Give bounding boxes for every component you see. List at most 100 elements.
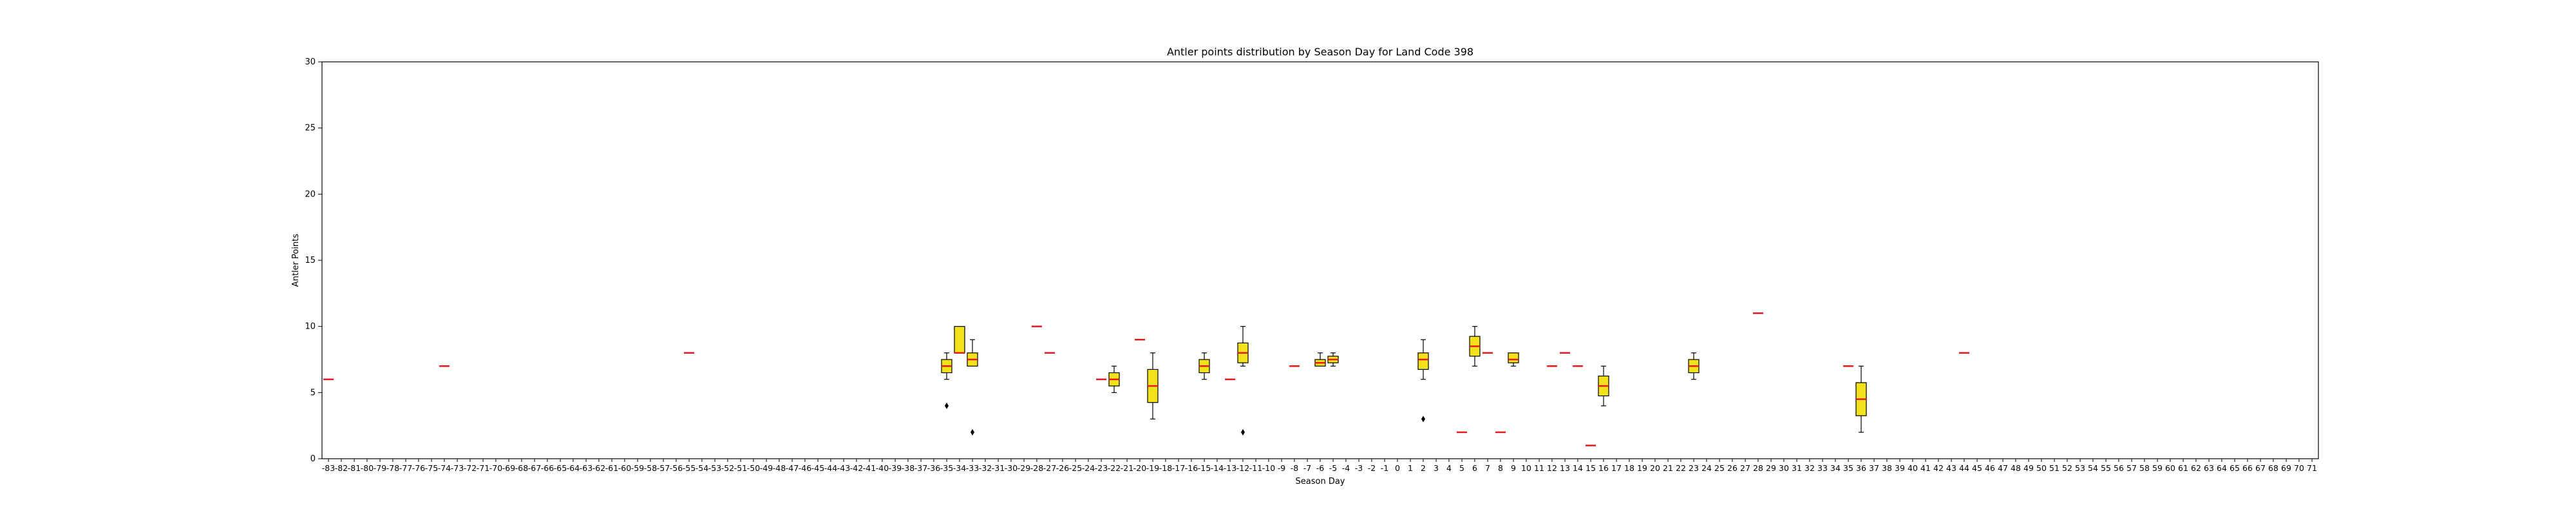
x-tick-label: 36 [1856,463,1866,473]
x-tick-label: 49 [2023,463,2034,473]
x-tick-label: 14 [1573,463,1583,473]
x-tick-label: 13 [1560,463,1570,473]
box-day-6 [1469,326,1481,367]
y-tick-label: 10 [305,322,316,332]
x-tick-label: 10 [1521,463,1531,473]
x-tick-label: -43 [837,463,850,473]
x-tick-label: -42 [850,463,863,473]
x-tick-label: -79 [374,463,386,473]
x-tick-label: -81 [348,463,361,473]
x-tick-label: -28 [1030,463,1043,473]
x-tick-label: 67 [2255,463,2266,473]
x-tick-label: 66 [2242,463,2253,473]
x-tick-label: -29 [1018,463,1030,473]
x-tick-label: 2 [1421,463,1426,473]
x-tick-label: 59 [2152,463,2163,473]
box-day--19 [1147,352,1159,420]
x-tick-label: -3 [1355,463,1363,473]
x-tick-label: -62 [592,463,605,473]
x-tick-label: -5 [1329,463,1337,473]
y-tick-label: 0 [310,454,316,464]
x-tick-label: -67 [528,463,541,473]
x-tick-label: -21 [1121,463,1133,473]
y-tick-label: 25 [305,124,316,133]
box-day--34 [954,326,965,354]
x-tick-label: -65 [554,463,567,473]
x-tick-label: 12 [1547,463,1557,473]
x-tick-label: 56 [2114,463,2124,473]
x-tick-label: 38 [1882,463,1892,473]
x-tick-label: -34 [953,463,966,473]
x-tick-label: 5 [1459,463,1464,473]
x-tick-label: 69 [2281,463,2291,473]
x-tick-label: -20 [1133,463,1146,473]
box-day--33 [967,339,978,436]
outlier-point [1421,416,1425,423]
x-axis-ticks: -83 -82 -81 -80 -79 -78 -77 -76 -75 -74 -73 -72 -71-… [322,459,2317,473]
x-tick-label: -75 [425,463,438,473]
x-tick-label: -82 [335,463,348,473]
x-tick-label: -10 [1262,463,1275,473]
x-tick-label: -57 [657,463,670,473]
x-tick-label: -36 [927,463,940,473]
box-day--5 [1327,352,1339,367]
x-tick-label: -37 [914,463,927,473]
x-tick-label: -12 [1236,463,1249,473]
x-tick-label: -22 [1108,463,1121,473]
x-tick-label: -8 [1291,463,1299,473]
x-tick-label: 3 [1434,463,1439,473]
x-tick-label: -74 [438,463,451,473]
x-tick-label: 42 [1933,463,1944,473]
x-tick-label: 52 [2062,463,2072,473]
x-tick-label: 34 [1830,463,1841,473]
x-tick-label: 16 [1598,463,1609,473]
x-tick-label: 57 [2126,463,2137,473]
x-tick-label: 22 [1676,463,1686,473]
x-tick-label: 70 [2294,463,2304,473]
x-tick-label: -70 [489,463,502,473]
x-tick-label: 47 [1998,463,2008,473]
outlier-point [1241,428,1245,436]
x-tick-label: -78 [386,463,399,473]
x-tick-label: -55 [683,463,696,473]
box-series [323,312,1969,446]
x-tick-label: 60 [2165,463,2175,473]
x-tick-label: 55 [2101,463,2111,473]
x-tick-label: -32 [979,463,992,473]
x-tick-label: -45 [811,463,824,473]
x-tick-label: 18 [1624,463,1634,473]
x-tick-label: 50 [2036,463,2047,473]
x-tick-label: 46 [1985,463,1995,473]
y-tick-label: 30 [305,57,316,67]
x-tick-label: -24 [1082,463,1095,473]
x-tick-label: -68 [515,463,528,473]
x-tick-label: 15 [1586,463,1596,473]
x-tick-label: -17 [1172,463,1185,473]
x-tick-label: 30 [1779,463,1789,473]
x-tick-label: -41 [863,463,876,473]
x-tick-label: -19 [1146,463,1159,473]
x-tick-label: -33 [966,463,979,473]
x-tick-label: 32 [1804,463,1815,473]
x-tick-label: -7 [1303,463,1311,473]
x-tick-label: -58 [644,463,657,473]
y-tick-label: 15 [305,256,316,265]
x-tick-label: 45 [1972,463,1982,473]
box-day-2 [1417,339,1429,423]
x-tick-label: 53 [2075,463,2085,473]
x-tick-label: -13 [1224,463,1236,473]
x-tick-label: -52 [721,463,734,473]
x-tick-label: 43 [1946,463,1956,473]
x-tick-label: 71 [2307,463,2317,473]
x-tick-label: -64 [567,463,580,473]
box-iqr [1417,352,1429,370]
box-day-36 [1855,365,1867,433]
x-tick-label: 7 [1485,463,1490,473]
box-day-9 [1508,352,1519,367]
x-tick-label: -46 [799,463,811,473]
x-tick-label: 29 [1766,463,1776,473]
x-tick-label: -72 [464,463,477,473]
